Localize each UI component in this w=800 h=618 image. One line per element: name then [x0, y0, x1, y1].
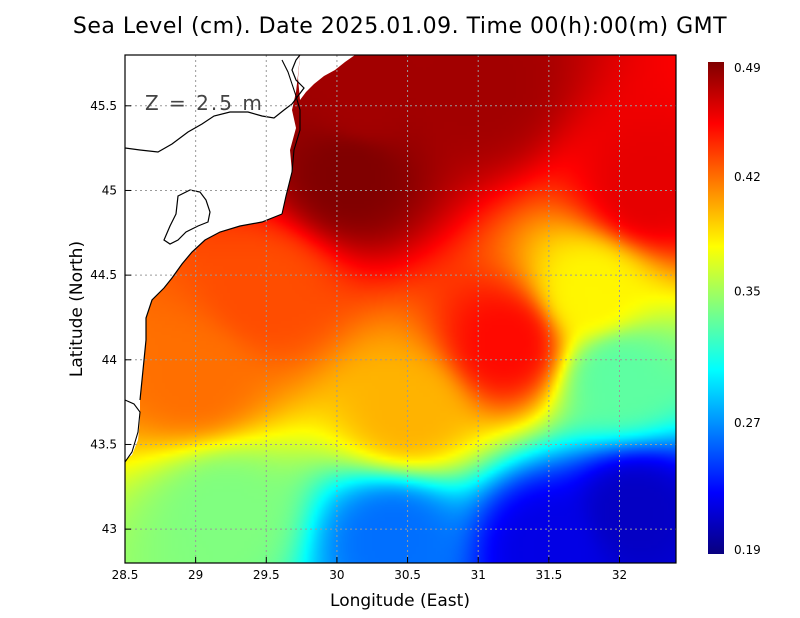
river-line: [125, 399, 141, 463]
y-tick-label: 45: [102, 183, 117, 197]
coastline-north: [281, 59, 301, 215]
map-title: Sea Level (cm). Date 2025.01.09. Time 00…: [72, 14, 728, 39]
x-tick-label: 30: [329, 568, 344, 582]
coastline-south: [139, 213, 283, 401]
coastline: [125, 55, 305, 153]
colorbar-labels: 0.49 0.42 0.35 0.27 0.19: [734, 61, 761, 557]
x-axis-ticks: 28.5 29 29.5 30 30.5 31 31.5 32: [112, 557, 627, 582]
y-axis-title: Latitude (North): [67, 241, 87, 377]
y-tick-label: 43.5: [90, 437, 117, 451]
colorbar: [708, 62, 724, 554]
colorbar-label: 0.35: [734, 285, 761, 299]
y-tick-label: 44.5: [90, 268, 117, 282]
y-tick-label: 43: [102, 522, 117, 536]
grid-lines: [125, 55, 676, 563]
lagoon-outline: [163, 189, 211, 245]
colorbar-label: 0.49: [734, 61, 761, 75]
colorbar-label: 0.42: [734, 170, 761, 184]
x-tick-label: 31.5: [535, 568, 562, 582]
y-tick-label: 44: [102, 353, 117, 367]
land-west-coast: [125, 55, 300, 460]
x-tick-label: 29: [188, 568, 203, 582]
colorbar-label: 0.19: [734, 543, 761, 557]
colorbar-label: 0.27: [734, 416, 761, 430]
plot-frame: [124, 54, 677, 564]
x-tick-label: 31: [471, 568, 486, 582]
x-tick-label: 32: [612, 568, 627, 582]
x-tick-label: 30.5: [394, 568, 421, 582]
x-tick-label: 29.5: [253, 568, 280, 582]
x-tick-label: 28.5: [112, 568, 139, 582]
y-axis-ticks: 43 43.5 44 44.5 45 45.5: [90, 99, 131, 536]
y-tick-label: 45.5: [90, 99, 117, 113]
x-axis-title: Longitude (East): [330, 591, 470, 611]
depth-label: Z = 2.5 m: [145, 91, 264, 115]
land-northeast-coast: [298, 55, 355, 100]
